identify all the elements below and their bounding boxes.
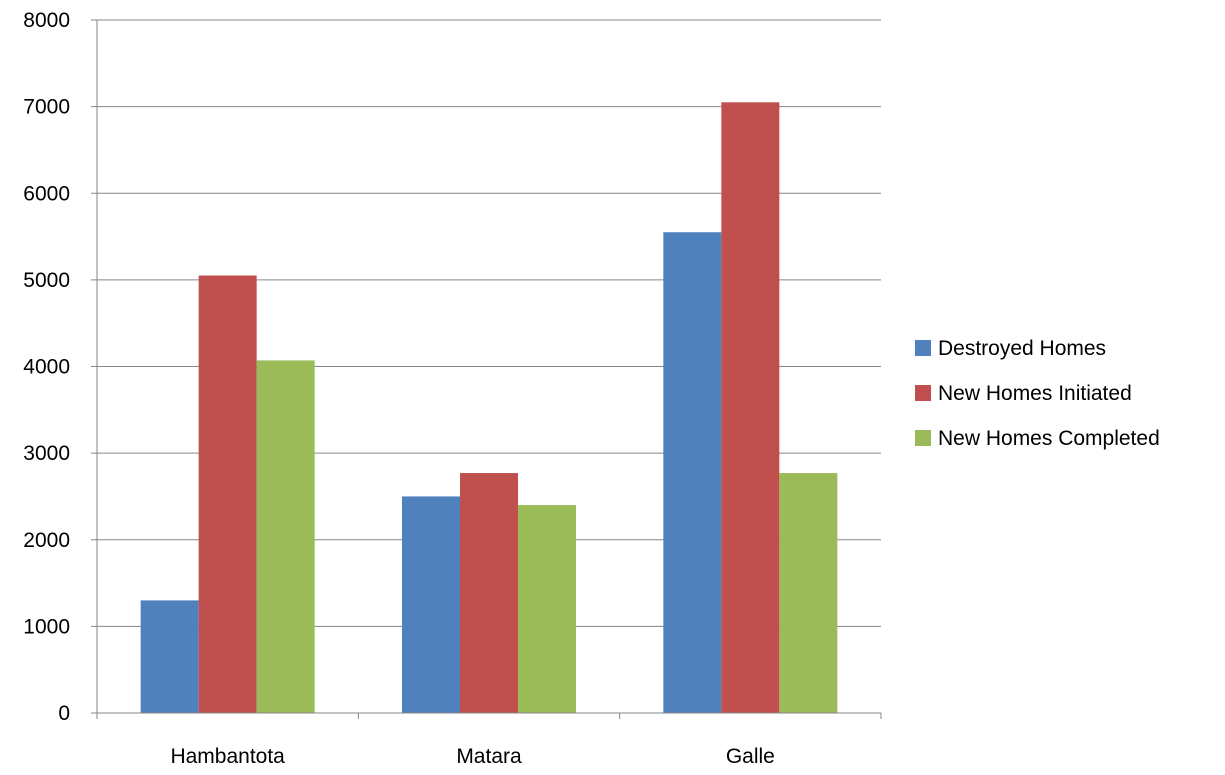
bars [140, 102, 838, 713]
x-category-label: Hambantota [170, 745, 285, 768]
y-tick-label: 0 [58, 702, 70, 725]
axes [91, 19, 882, 719]
legend-label: New Homes Completed [938, 427, 1160, 450]
y-tick-label: 8000 [23, 9, 70, 32]
bar-destroyed-homes-matara [402, 496, 460, 713]
y-tick-label: 2000 [23, 529, 70, 552]
bar-new-homes-initiated-matara [460, 473, 518, 713]
legend-label: Destroyed Homes [938, 337, 1106, 360]
y-tick-label: 5000 [23, 269, 70, 292]
y-axis-tick-labels: 0 1000 2000 3000 4000 5000 6000 7000 8000 [23, 9, 70, 725]
bar-destroyed-homes-galle [663, 232, 722, 713]
y-tick-label: 3000 [23, 442, 70, 465]
bar-new-homes-completed-hambantota [256, 360, 315, 713]
bar-new-homes-completed-matara [518, 505, 576, 713]
bar-destroyed-homes-hambantota [140, 600, 199, 713]
x-category-label: Galle [726, 745, 775, 768]
legend-swatch [915, 430, 931, 446]
x-category-label: Matara [456, 745, 522, 768]
y-tick-label: 6000 [23, 182, 70, 205]
y-tick-label: 4000 [23, 356, 70, 379]
y-tick-label: 7000 [23, 96, 70, 119]
bar-new-homes-initiated-hambantota [198, 275, 257, 713]
legend: Destroyed Homes New Homes Initiated New Ho… [915, 337, 1160, 450]
legend-swatch [915, 340, 931, 356]
y-tick-label: 1000 [23, 615, 70, 638]
x-axis-category-labels: Hambantota Matara Galle [170, 745, 774, 768]
bar-new-homes-completed-galle [779, 473, 838, 713]
legend-swatch [915, 385, 931, 401]
bar-new-homes-initiated-galle [721, 102, 780, 713]
legend-label: New Homes Initiated [938, 382, 1132, 405]
